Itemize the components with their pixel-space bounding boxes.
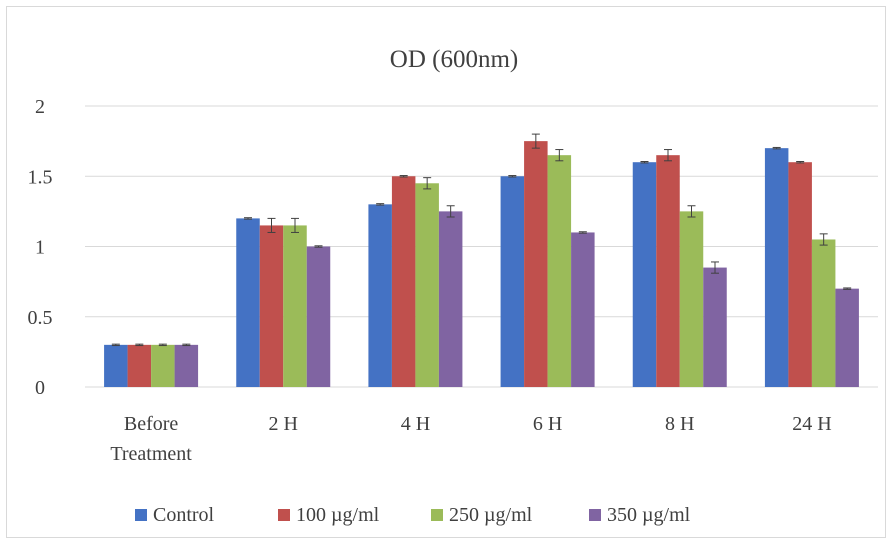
bar [127, 344, 152, 387]
bar [571, 232, 595, 387]
bar [547, 155, 572, 387]
error-bars [111, 133, 852, 347]
bar [764, 148, 789, 387]
bar [500, 176, 525, 387]
x-axis-ticks: Before Treatment 2 H 4 H 6 H 8 H 24 H [110, 413, 831, 465]
bar [104, 344, 128, 387]
bar [679, 211, 704, 387]
bar [415, 183, 439, 387]
bar [438, 211, 463, 387]
bar [283, 225, 307, 387]
bar [306, 246, 331, 387]
x-tick-label: 6 H [533, 413, 562, 435]
legend: Control 100 µg/ml 250 µg/ml 350 µg/ml [135, 504, 691, 526]
legend-swatch [431, 509, 443, 521]
chart-title: OD (600nm) [390, 46, 518, 73]
legend-label: 350 µg/ml [607, 504, 691, 526]
legend-swatch [589, 509, 601, 521]
bar [151, 344, 175, 387]
bar [259, 225, 284, 387]
bar [788, 162, 812, 387]
bar [368, 204, 392, 387]
y-tick-label: 2 [35, 96, 45, 118]
bar [632, 162, 657, 387]
bar [811, 239, 836, 387]
legend-swatch [135, 509, 147, 521]
bar [174, 344, 199, 387]
legend-label: Control [153, 504, 215, 526]
bar [524, 141, 548, 387]
bar [656, 155, 680, 387]
bar [391, 176, 416, 387]
x-tick-label: 4 H [401, 413, 430, 435]
legend-label: 100 µg/ml [296, 504, 380, 526]
x-tick-label: 2 H [269, 413, 298, 435]
bars [104, 141, 859, 387]
gridlines [85, 105, 878, 388]
y-tick-label: 0 [35, 377, 45, 399]
y-tick-label: 1 [35, 237, 45, 259]
y-tick-label: 1.5 [28, 166, 53, 188]
x-tick-label: Before Treatment [110, 413, 192, 465]
y-tick-label: 0.5 [28, 307, 53, 329]
y-axis-ticks: 0 0.5 1 1.5 2 [28, 96, 53, 399]
bar [835, 288, 859, 387]
x-tick-label: 24 H [792, 413, 831, 435]
legend-swatch [278, 509, 290, 521]
bar [236, 218, 260, 387]
legend-label: 250 µg/ml [449, 504, 533, 526]
x-tick-label: 8 H [665, 413, 694, 435]
bar [703, 267, 727, 387]
